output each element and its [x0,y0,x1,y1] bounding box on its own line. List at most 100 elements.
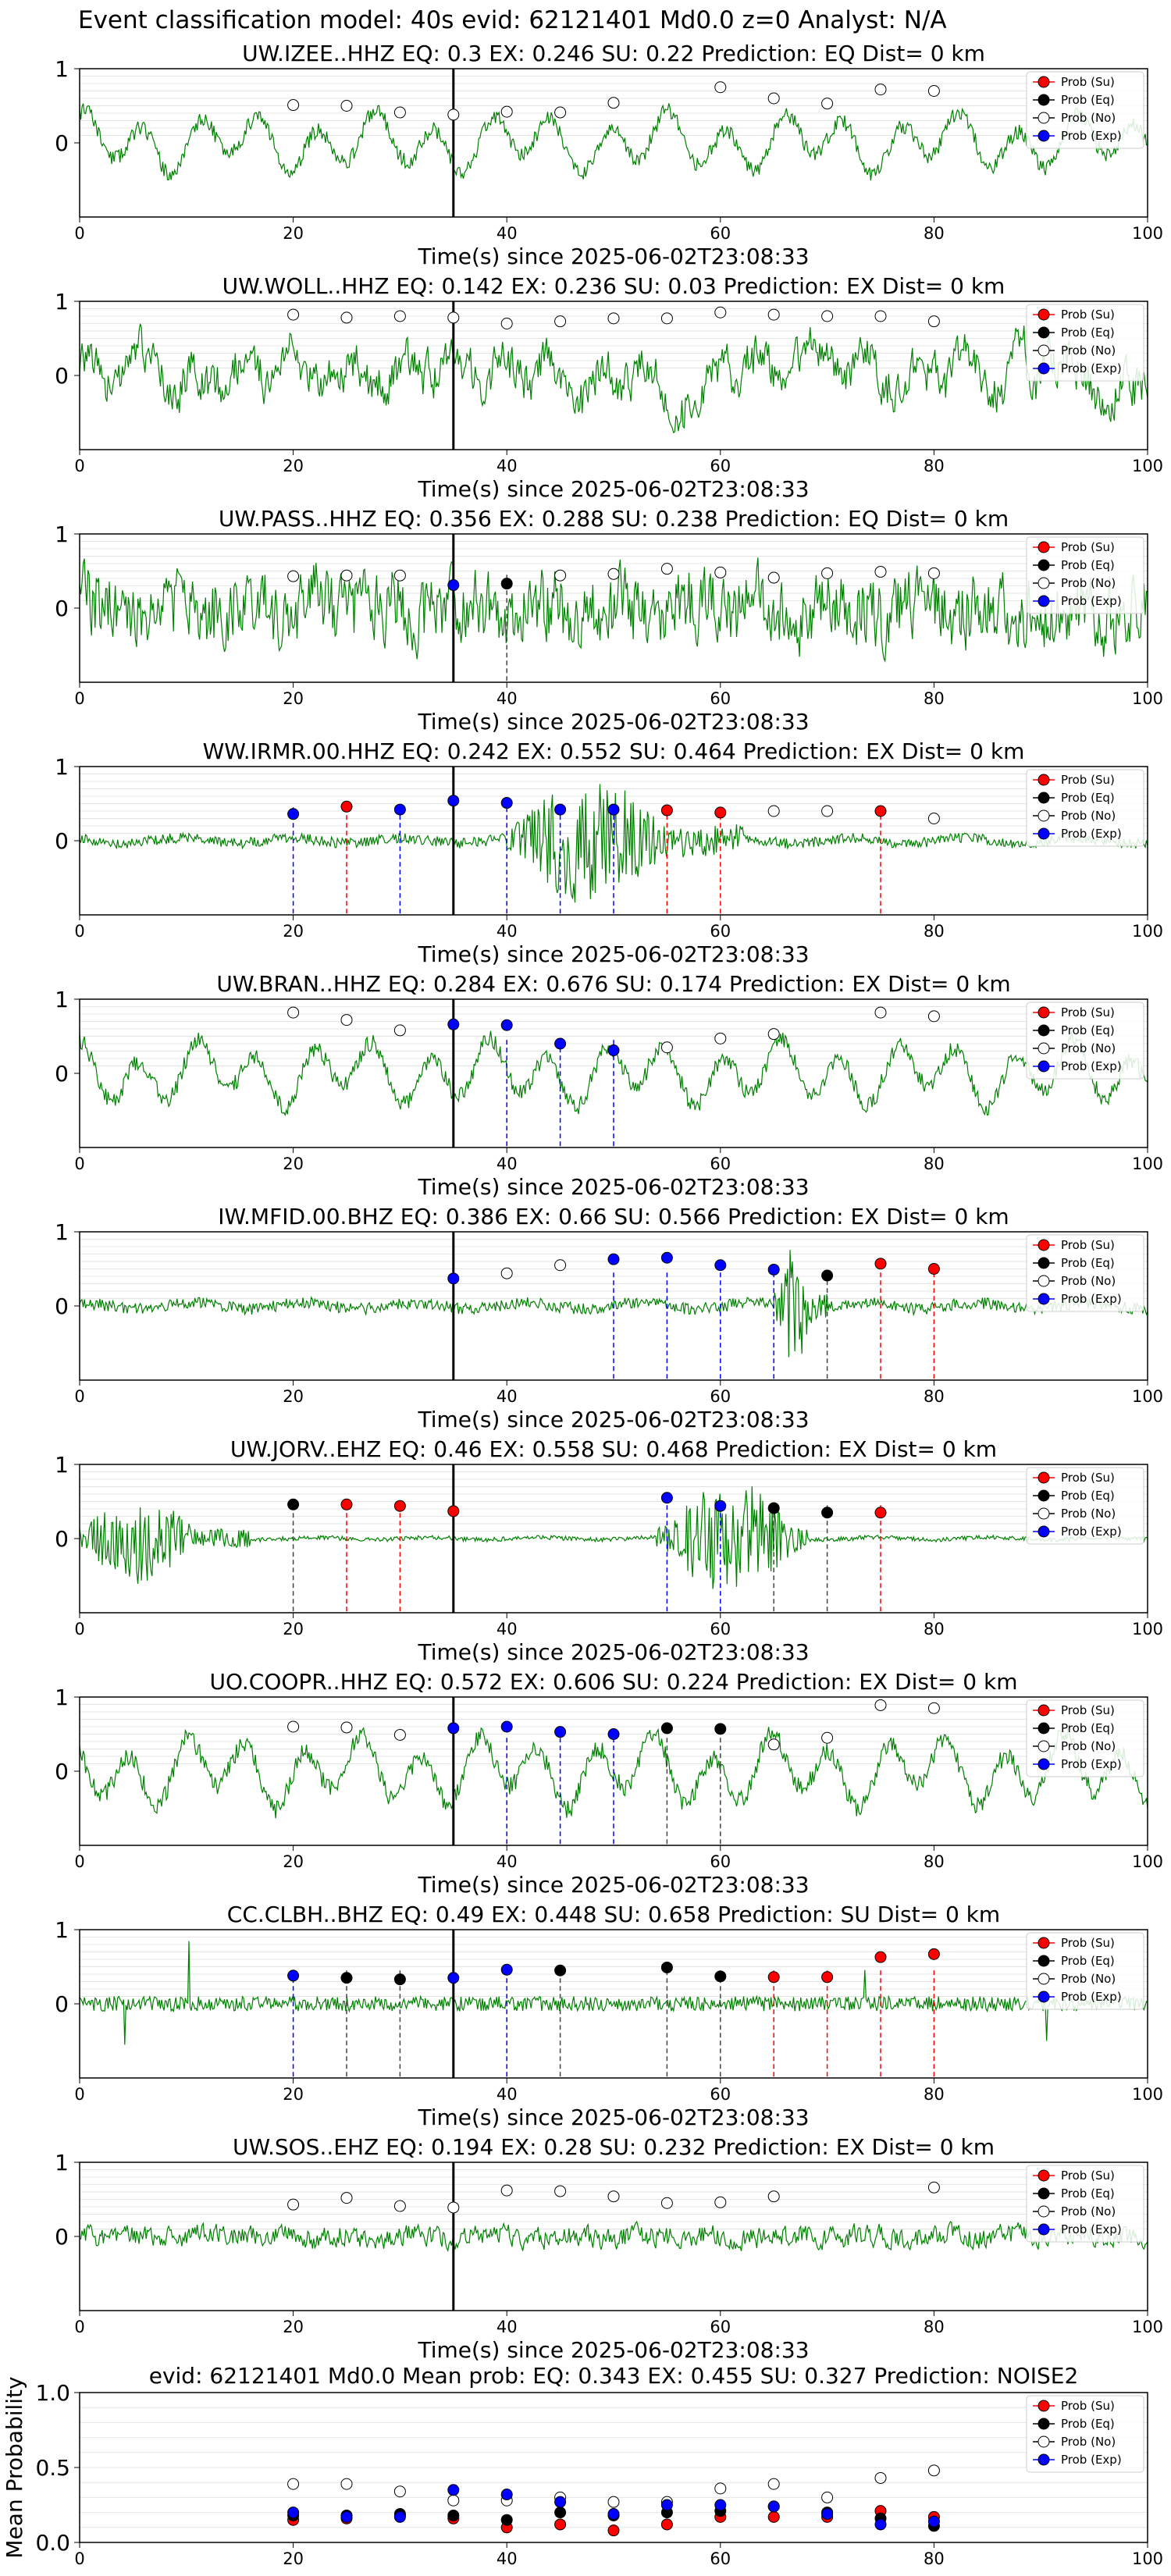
x-tick-label: 80 [924,2318,945,2336]
x-tick-label: 100 [1132,224,1163,243]
y-tick-label: 0.5 [35,2455,70,2481]
mean-point-eq [500,2514,513,2526]
mean-point-exp [287,2507,300,2519]
panel-title: UW.BRAN..HHZ EQ: 0.284 EX: 0.676 SU: 0.1… [216,971,1010,997]
x-axis-label: Time(s) since 2025-06-02T23:08:33 [417,1407,809,1432]
x-tick-label: 0 [74,224,84,243]
mean-point-exp [874,2518,887,2531]
legend-label-su: Prob (Su) [1061,1471,1115,1485]
legend-marker-su [1038,541,1050,553]
y-tick-label: 1.0 [35,2380,70,2406]
mean-point-exp [607,2508,620,2521]
prob-point-no [767,308,780,321]
x-tick-label: 60 [710,457,731,475]
prob-point-su [874,805,887,817]
x-tick-label: 80 [924,1620,945,1638]
prob-point-no [340,569,353,582]
x-tick-label: 60 [710,1620,731,1638]
prob-point-exp [714,1259,727,1272]
legend-marker-no [1038,577,1050,589]
x-axis-label: Time(s) since 2025-06-02T23:08:33 [417,2105,809,2130]
prob-point-su [714,806,727,819]
prob-point-no [927,813,940,824]
x-tick-label: 0 [74,2085,84,2104]
x-tick-label: 20 [283,457,304,475]
prob-point-su [340,1498,353,1510]
prob-point-exp [607,1044,620,1057]
panel-title: WW.IRMR.00.HHZ EQ: 0.242 EX: 0.552 SU: 0… [203,738,1025,764]
prob-point-no [393,569,406,582]
legend-marker-eq [1038,559,1050,571]
mean-point-exp [714,2499,727,2511]
prob-point-exp [554,803,567,816]
prob-point-no [393,2200,406,2212]
legend-marker-eq [1038,94,1050,106]
prob-point-no [500,2184,513,2197]
legend-box [1026,304,1144,382]
prob-point-exp [554,1726,567,1738]
legend-label-su: Prob (Su) [1061,75,1115,89]
x-tick-label: 80 [924,1155,945,1173]
prob-point-no [607,568,620,580]
prob-point-su [340,800,353,813]
x-tick-label: 100 [1132,2085,1163,2104]
y-tick-label: 1 [55,521,69,547]
prob-point-exp [554,1037,567,1050]
legend-label-su: Prob (Su) [1061,1703,1115,1717]
prob-point-eq [660,1722,673,1735]
prob-point-exp [393,803,406,816]
y-tick-label: 0.0 [35,2530,70,2556]
prob-point-no [660,1041,673,1054]
waveform-trace [79,103,1148,181]
x-tick-label: 100 [1132,2549,1163,2568]
mean-point-su [554,2518,567,2531]
y-tick-label: 1 [55,1452,69,1478]
prob-point-eq [821,1507,834,1519]
mean-point-exp [821,2508,834,2521]
prob-point-no [500,1267,513,1279]
waveform-trace [79,1941,1148,2045]
prob-point-no [927,1702,940,1714]
station-panel-5: IW.MFID.00.BHZ EQ: 0.386 EX: 0.66 SU: 0.… [55,1204,1163,1432]
y-tick-label: 1 [55,754,69,780]
y-axis-label: Mean Probability [2,2376,27,2558]
prob-point-no [393,1024,406,1037]
x-tick-label: 40 [497,1852,518,1871]
x-tick-label: 0 [74,457,84,475]
prob-point-su [660,804,673,817]
x-tick-label: 20 [283,2318,304,2336]
waveform-trace [79,1486,1148,1589]
legend-marker-su [1038,1006,1050,1019]
legend-label-eq: Prob (Eq) [1061,1256,1115,1270]
x-axis-label: Time(s) since 2025-06-02T23:08:33 [417,709,809,735]
legend-marker-eq [1038,792,1050,804]
x-tick-label: 40 [497,1620,518,1638]
legend-marker-su [1038,1704,1050,1717]
prob-point-no [500,105,513,118]
mean-point-eq [447,2509,460,2521]
x-tick-label: 40 [497,1155,518,1173]
prob-point-exp [500,1720,513,1733]
prob-point-eq [393,1973,406,1986]
station-panel-8: CC.CLBH..BHZ EQ: 0.49 EX: 0.448 SU: 0.65… [55,1902,1163,2130]
prob-point-no [554,1259,567,1272]
mean-point-no [767,2478,780,2490]
prob-point-no [393,310,406,322]
legend-marker-no [1038,2205,1050,2218]
legend-label-exp: Prob (Exp) [1061,594,1122,608]
prob-point-su [927,1263,940,1275]
prob-point-exp [287,1969,300,1982]
legend-marker-su [1038,1471,1050,1484]
prob-point-exp [607,1253,620,1265]
prob-point-no [340,1014,353,1026]
x-tick-label: 40 [497,2085,518,2104]
prob-point-no [554,315,567,328]
x-tick-label: 100 [1132,457,1163,475]
prob-point-no [927,315,940,328]
prob-point-su [874,1507,887,1519]
legend-marker-no [1038,344,1050,357]
waveform-trace [79,1726,1148,1819]
prob-point-eq [714,1970,727,1983]
x-tick-label: 80 [924,2085,945,2104]
legend-marker-exp [1038,1060,1050,1073]
